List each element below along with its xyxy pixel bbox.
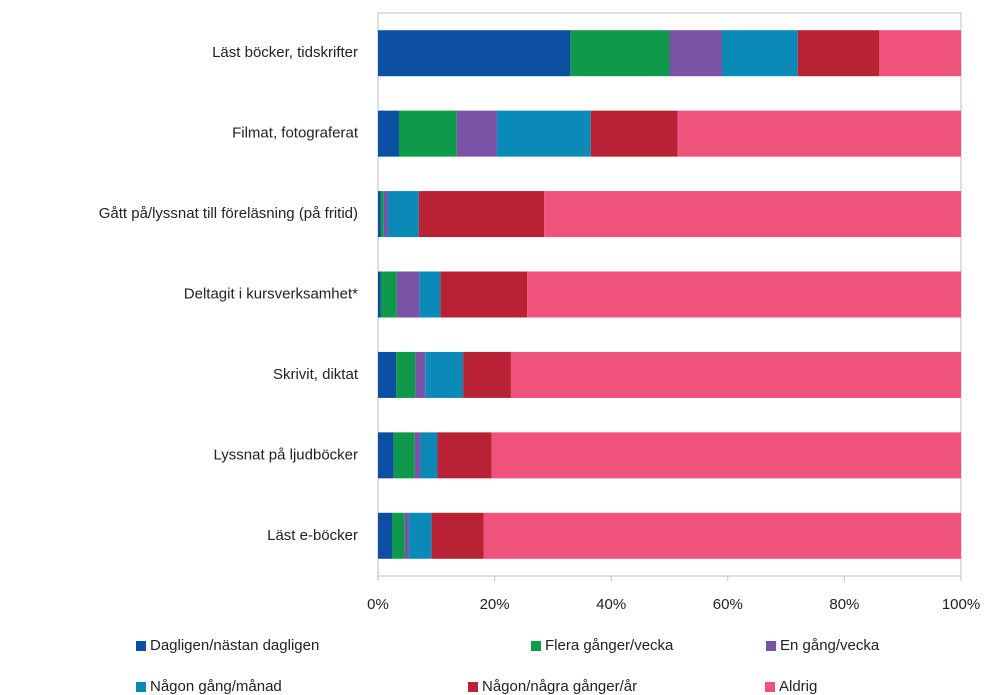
bar-segment xyxy=(414,432,421,479)
legend-label: Någon/några gånger/år xyxy=(482,678,637,695)
bar-segment xyxy=(721,30,798,77)
y-tick-label: Skrivit, diktat xyxy=(273,366,359,383)
bar-segment xyxy=(396,351,416,398)
bar-segment xyxy=(431,512,484,559)
legend-label: Flera gånger/vecka xyxy=(545,637,674,654)
x-tick-label: 80% xyxy=(829,596,859,613)
bar-segment xyxy=(440,271,528,318)
y-tick-label: Filmat, fotograferat xyxy=(232,125,359,142)
bar-segment xyxy=(456,110,497,157)
bar-segment xyxy=(797,30,880,77)
bar-segment xyxy=(408,512,432,559)
bar-segment xyxy=(425,351,464,398)
bar-segment xyxy=(396,271,420,318)
y-tick-label: Läst böcker, tidskrifter xyxy=(212,44,358,61)
bar-segment xyxy=(380,191,384,238)
legend-label: Aldrig xyxy=(779,678,817,695)
bar-segment xyxy=(378,110,399,157)
bar-segment xyxy=(879,30,961,77)
legend-label: Någon gång/månad xyxy=(150,678,282,695)
legend-swatch xyxy=(136,682,146,692)
bar-segment xyxy=(420,432,438,479)
bar-segment xyxy=(419,271,441,318)
bar-segment xyxy=(415,351,426,398)
bar-segment xyxy=(677,110,961,157)
bar-segment xyxy=(510,351,961,398)
bar-segment xyxy=(669,30,722,77)
y-tick-label: Lyssnat på ljudböcker xyxy=(213,446,358,463)
bar-segment xyxy=(483,512,961,559)
y-tick-label: Gått på/lyssnat till föreläsning (på fri… xyxy=(99,205,358,222)
bar-segment xyxy=(463,351,511,398)
bar-segment xyxy=(491,432,961,479)
bar-segment xyxy=(590,110,678,157)
legend-swatch xyxy=(766,641,776,651)
bar-segment xyxy=(418,191,545,238)
bar-segment xyxy=(393,432,415,479)
bar-segment xyxy=(378,512,392,559)
bar-segment xyxy=(378,351,397,398)
legend-swatch xyxy=(765,682,775,692)
bar-segment xyxy=(391,512,405,559)
bar-segment xyxy=(380,271,397,318)
bar-segment xyxy=(398,110,457,157)
bar-segment xyxy=(383,191,388,238)
bar-segment xyxy=(378,191,381,238)
bar-segment xyxy=(378,432,394,479)
bar-segment xyxy=(378,30,571,77)
x-tick-label: 0% xyxy=(367,596,389,613)
x-tick-label: 100% xyxy=(942,596,980,613)
legend-swatch xyxy=(468,682,478,692)
y-tick-label: Deltagit i kursverksamhet* xyxy=(184,285,358,302)
bar-segment xyxy=(496,110,591,157)
x-tick-label: 20% xyxy=(480,596,510,613)
bar-segment xyxy=(404,512,409,559)
y-tick-label: Läst e-böcker xyxy=(267,527,358,544)
bar-segment xyxy=(387,191,419,238)
bar-segment xyxy=(527,271,961,318)
x-tick-label: 60% xyxy=(713,596,743,613)
bar-segment xyxy=(570,30,670,77)
bar-segment xyxy=(544,191,961,238)
legend-label: Dagligen/nästan dagligen xyxy=(150,637,319,654)
bar-segment xyxy=(437,432,492,479)
x-tick-label: 40% xyxy=(596,596,626,613)
bar-segment xyxy=(378,271,381,318)
legend-swatch xyxy=(136,641,146,651)
legend-swatch xyxy=(531,641,541,651)
legend-label: En gång/vecka xyxy=(780,637,880,654)
